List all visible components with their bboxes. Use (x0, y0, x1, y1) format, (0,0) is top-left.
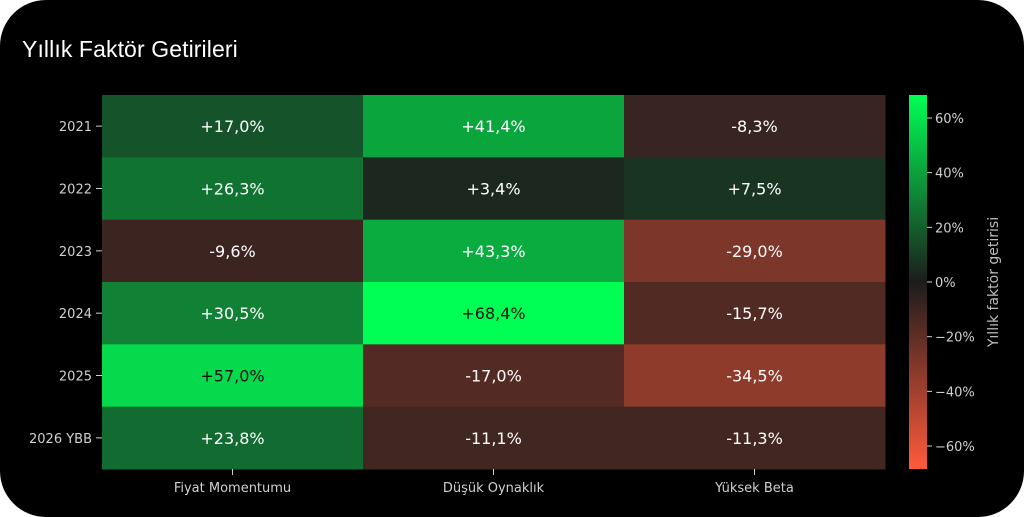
cell-value-label: +7,5% (727, 180, 781, 199)
heatmap-cell (624, 95, 886, 158)
y-tick-label: 2024 (59, 307, 92, 322)
cell-value-label: +26,3% (200, 180, 264, 199)
heatmap-cell (624, 157, 886, 221)
x-tick-label: Yüksek Beta (714, 481, 794, 496)
heatmap-cell (102, 344, 364, 408)
x-tick-label: Düşük Oynaklık (443, 481, 545, 496)
colorbar-tick-label: −60% (935, 440, 975, 455)
colorbar-tick-label: 20% (935, 221, 964, 236)
cell-value-label: -11,3% (726, 429, 783, 448)
colorbar-label: Yıllık faktör getirisi (986, 217, 1002, 348)
x-tick-label: Fiyat Momentumu (174, 481, 291, 496)
colorbar-tick-label: 60% (935, 112, 964, 127)
heatmap-cell (624, 406, 886, 470)
heatmap-cell (102, 157, 364, 221)
heatmap-cell (102, 282, 364, 345)
cell-value-label: +30,5% (200, 304, 264, 323)
cell-value-label: +3,4% (466, 180, 520, 199)
heatmap-cell (102, 95, 364, 158)
colorbar (909, 95, 927, 469)
colorbar-tick-label: −20% (935, 331, 975, 346)
cell-value-label: +68,4% (461, 304, 525, 323)
chart-title: Yıllık Faktör Getirileri (22, 36, 238, 62)
colorbar-tick-label: 0% (935, 276, 956, 291)
heatmap-cell (363, 282, 625, 345)
heatmap-cell (363, 344, 625, 408)
cell-value-label: +17,0% (200, 117, 264, 136)
cell-value-label: -34,5% (726, 367, 783, 386)
heatmap-cell (624, 344, 886, 408)
cell-value-label: -29,0% (726, 242, 783, 261)
cell-value-label: -15,7% (726, 304, 783, 323)
cell-value-label: +41,4% (461, 117, 525, 136)
colorbar-tick-label: −40% (935, 385, 975, 400)
heatmap-cell (363, 95, 625, 158)
y-tick-label: 2021 (59, 120, 92, 135)
heatmap-cell (363, 406, 625, 470)
cell-value-label: +23,8% (200, 429, 264, 448)
cell-value-label: -11,1% (465, 429, 522, 448)
y-tick-label: 2026 YBB (29, 432, 92, 447)
y-tick-label: 2025 (59, 370, 92, 385)
colorbar-tick-label: 40% (935, 167, 964, 182)
cell-value-label: -8,3% (731, 117, 777, 136)
y-tick-label: 2023 (59, 245, 92, 260)
heatmap-cell (624, 282, 886, 345)
y-tick-label: 2022 (59, 183, 92, 198)
heatmap-cell (624, 219, 886, 283)
heatmap-cell (102, 406, 364, 470)
heatmap-cell (363, 157, 625, 221)
cell-value-label: -9,6% (209, 242, 255, 261)
heatmap-cell (102, 219, 364, 283)
cell-value-label: -17,0% (465, 367, 522, 386)
cell-value-label: +57,0% (200, 367, 264, 386)
heatmap-cell (363, 219, 625, 283)
cell-value-label: +43,3% (461, 242, 525, 261)
